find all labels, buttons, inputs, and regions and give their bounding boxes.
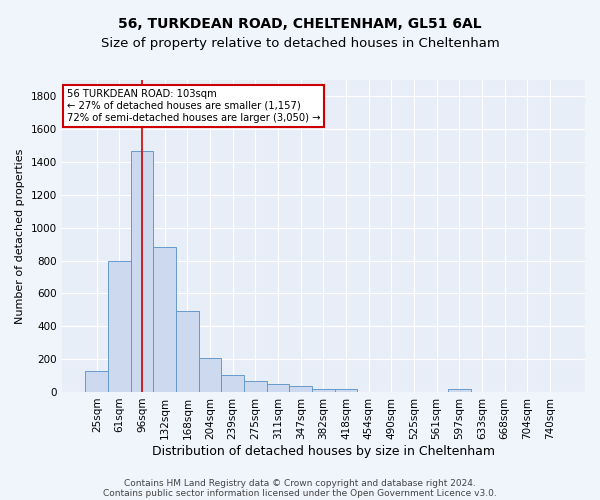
Bar [335,390,358,392]
Text: Contains public sector information licensed under the Open Government Licence v3: Contains public sector information licen… [103,488,497,498]
Bar [85,370,108,392]
Bar [199,358,221,392]
Bar [131,150,154,392]
Bar [108,260,131,392]
Bar [176,310,199,392]
Bar [289,386,312,392]
Text: 56, TURKDEAN ROAD, CHELTENHAM, GL51 6AL: 56, TURKDEAN ROAD, CHELTENHAM, GL51 6AL [118,18,482,32]
Text: 56 TURKDEAN ROAD: 103sqm
← 27% of detached houses are smaller (1,157)
72% of sem: 56 TURKDEAN ROAD: 103sqm ← 27% of detach… [67,90,320,122]
Bar [221,374,244,392]
Y-axis label: Number of detached properties: Number of detached properties [15,148,25,324]
X-axis label: Distribution of detached houses by size in Cheltenham: Distribution of detached houses by size … [152,444,495,458]
Bar [312,388,335,392]
Bar [154,248,176,392]
Bar [244,382,266,392]
Text: Contains HM Land Registry data © Crown copyright and database right 2024.: Contains HM Land Registry data © Crown c… [124,478,476,488]
Bar [448,390,470,392]
Bar [266,384,289,392]
Text: Size of property relative to detached houses in Cheltenham: Size of property relative to detached ho… [101,38,499,51]
